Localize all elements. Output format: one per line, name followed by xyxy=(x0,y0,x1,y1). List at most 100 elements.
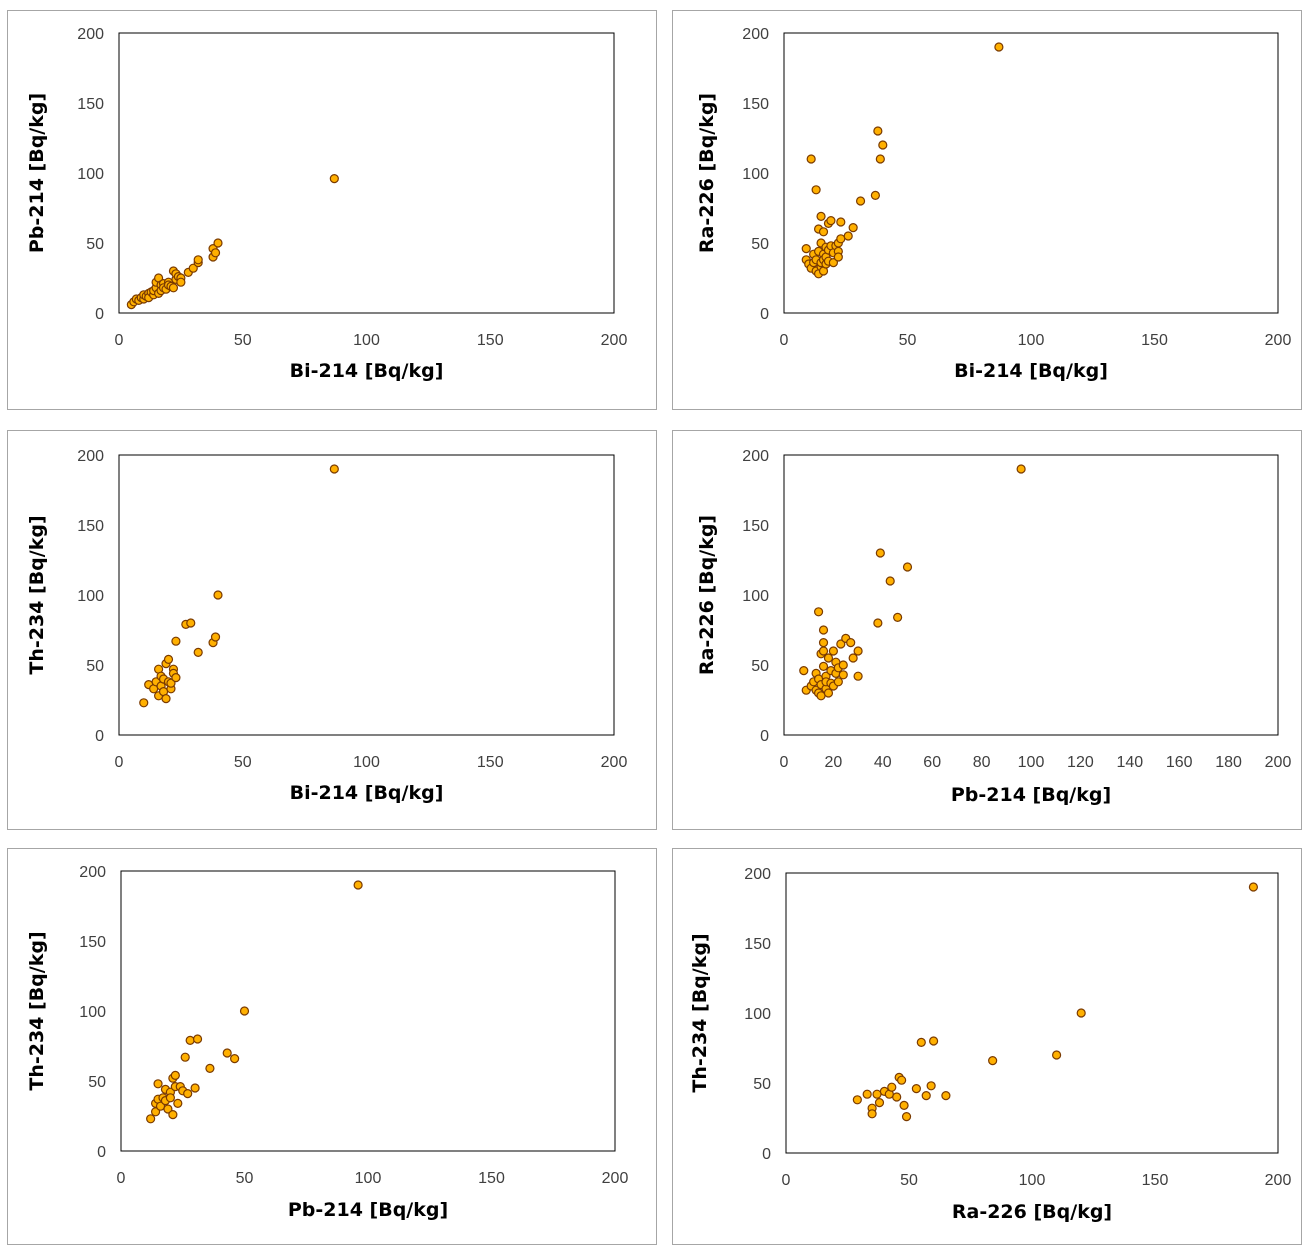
data-point xyxy=(213,590,223,600)
scatter-chart-6: 0 50 100 150 200 0 50 100 150 200 Ra-226 [Bq/kg] Th… xyxy=(672,848,1302,1245)
y-tick-label: 200 xyxy=(79,864,106,881)
y-tick-label: 0 xyxy=(95,728,104,745)
data-point xyxy=(1076,1008,1086,1018)
data-point xyxy=(193,255,203,265)
x-tick-label: 200 xyxy=(602,1170,629,1187)
data-point xyxy=(848,653,858,663)
data-point xyxy=(163,1104,173,1114)
data-point xyxy=(213,238,223,248)
x-axis-title: Pb-214 [Bq/kg] xyxy=(951,784,1111,806)
x-tick-label: 60 xyxy=(923,754,941,771)
plot-area xyxy=(118,454,615,736)
plot-area xyxy=(118,32,615,314)
y-tick-label: 100 xyxy=(77,166,104,183)
data-point xyxy=(874,1098,885,1108)
y-tick-label: 200 xyxy=(742,448,769,465)
y-tick-label: 0 xyxy=(97,1144,106,1161)
data-point xyxy=(818,638,829,648)
data-point xyxy=(176,277,186,287)
data-point xyxy=(878,140,888,150)
data-point xyxy=(166,678,176,688)
y-tick-label: 150 xyxy=(77,96,104,113)
data-point xyxy=(921,1091,931,1101)
x-tick-label: 0 xyxy=(782,1172,791,1189)
y-tick-label: 50 xyxy=(88,1074,106,1091)
data-point xyxy=(813,607,824,617)
x-axis-title: Ra-226 [Bq/kg] xyxy=(952,1201,1112,1223)
y-tick-label: 200 xyxy=(77,26,104,43)
x-tick-label: 180 xyxy=(1215,754,1242,771)
data-point xyxy=(988,1056,998,1066)
y-axis-title: Th-234 [Bq/kg] xyxy=(26,931,48,1090)
scatter-chart-4: 0 20 40 60 80 100 120 140 160 180 200 0 50 100 150 200 P… xyxy=(672,430,1302,830)
chart-svg: 0 50 100 150 200 0 50 100 150 200 Ra-226 [Bq/kg] Th… xyxy=(689,866,1291,1223)
data-point xyxy=(1052,1050,1062,1060)
data-point xyxy=(1248,882,1259,892)
plot-area xyxy=(783,454,1279,736)
data-point xyxy=(862,1089,872,1099)
x-tick-label: 100 xyxy=(355,1170,382,1187)
x-tick-label: 150 xyxy=(477,332,504,349)
y-tick-label: 150 xyxy=(742,96,769,113)
x-tick-label: 200 xyxy=(601,754,628,771)
data-point xyxy=(192,1034,203,1044)
x-tick-label: 0 xyxy=(117,1170,126,1187)
data-point xyxy=(875,154,885,164)
x-tick-label: 100 xyxy=(1018,332,1045,349)
scatter-chart-3: 0 50 100 150 200 0 50 100 150 200 Bi-214 [Bq/kg] Th… xyxy=(7,430,657,830)
y-tick-label: 50 xyxy=(751,658,769,675)
x-tick-label: 100 xyxy=(353,332,380,349)
data-point xyxy=(163,654,174,664)
data-point xyxy=(171,636,181,646)
data-point xyxy=(828,258,838,268)
y-tick-label: 50 xyxy=(86,658,104,675)
x-tick-label: 50 xyxy=(899,332,917,349)
x-tick-label: 200 xyxy=(1265,332,1292,349)
data-point xyxy=(799,666,809,676)
data-point xyxy=(892,1092,902,1102)
x-axis-title: Pb-214 [Bq/kg] xyxy=(288,1199,448,1221)
x-axis-title: Bi-214 [Bq/kg] xyxy=(290,360,444,382)
x-axis-title: Bi-214 [Bq/kg] xyxy=(290,782,444,804)
x-tick-label: 0 xyxy=(115,754,124,771)
data-point xyxy=(210,632,221,642)
data-point xyxy=(170,1070,180,1080)
y-tick-label: 100 xyxy=(742,588,769,605)
data-point xyxy=(893,612,903,622)
data-point xyxy=(818,646,829,656)
y-tick-label: 150 xyxy=(744,936,771,953)
data-point xyxy=(171,673,181,683)
x-tick-label: 40 xyxy=(874,754,892,771)
data-point xyxy=(826,216,836,226)
x-tick-label: 120 xyxy=(1067,754,1094,771)
data-point xyxy=(806,154,816,164)
data-point xyxy=(836,217,846,227)
data-point xyxy=(329,464,339,474)
y-tick-label: 100 xyxy=(742,166,769,183)
y-tick-label: 50 xyxy=(751,236,769,253)
chart-svg: 0 50 100 150 200 0 50 100 150 200 Bi-214 [Bq/kg] Ra… xyxy=(696,26,1292,382)
x-tick-label: 150 xyxy=(478,1170,505,1187)
data-point xyxy=(153,1079,163,1089)
data-point xyxy=(173,1098,183,1108)
y-axis-title: Th-234 [Bq/kg] xyxy=(689,933,711,1092)
y-axis-title: Ra-226 [Bq/kg] xyxy=(696,515,718,675)
data-point xyxy=(239,1006,250,1016)
data-point xyxy=(870,190,880,200)
y-tick-label: 50 xyxy=(86,236,104,253)
data-point xyxy=(836,234,846,244)
y-tick-label: 200 xyxy=(742,26,769,43)
data-point xyxy=(161,694,171,704)
data-point xyxy=(185,1035,195,1045)
y-axis-title: Pb-214 [Bq/kg] xyxy=(26,93,48,253)
y-tick-label: 100 xyxy=(744,1006,771,1023)
y-tick-label: 50 xyxy=(753,1076,771,1093)
x-tick-label: 200 xyxy=(601,332,628,349)
data-point xyxy=(902,562,913,572)
data-point xyxy=(816,211,826,221)
data-point xyxy=(190,1083,200,1093)
chart-svg: 0 50 100 150 200 0 50 100 150 200 Bi-214 [Bq/kg] Pb… xyxy=(26,26,628,382)
data-point xyxy=(929,1036,939,1046)
x-tick-label: 50 xyxy=(900,1172,918,1189)
data-point xyxy=(210,248,221,258)
